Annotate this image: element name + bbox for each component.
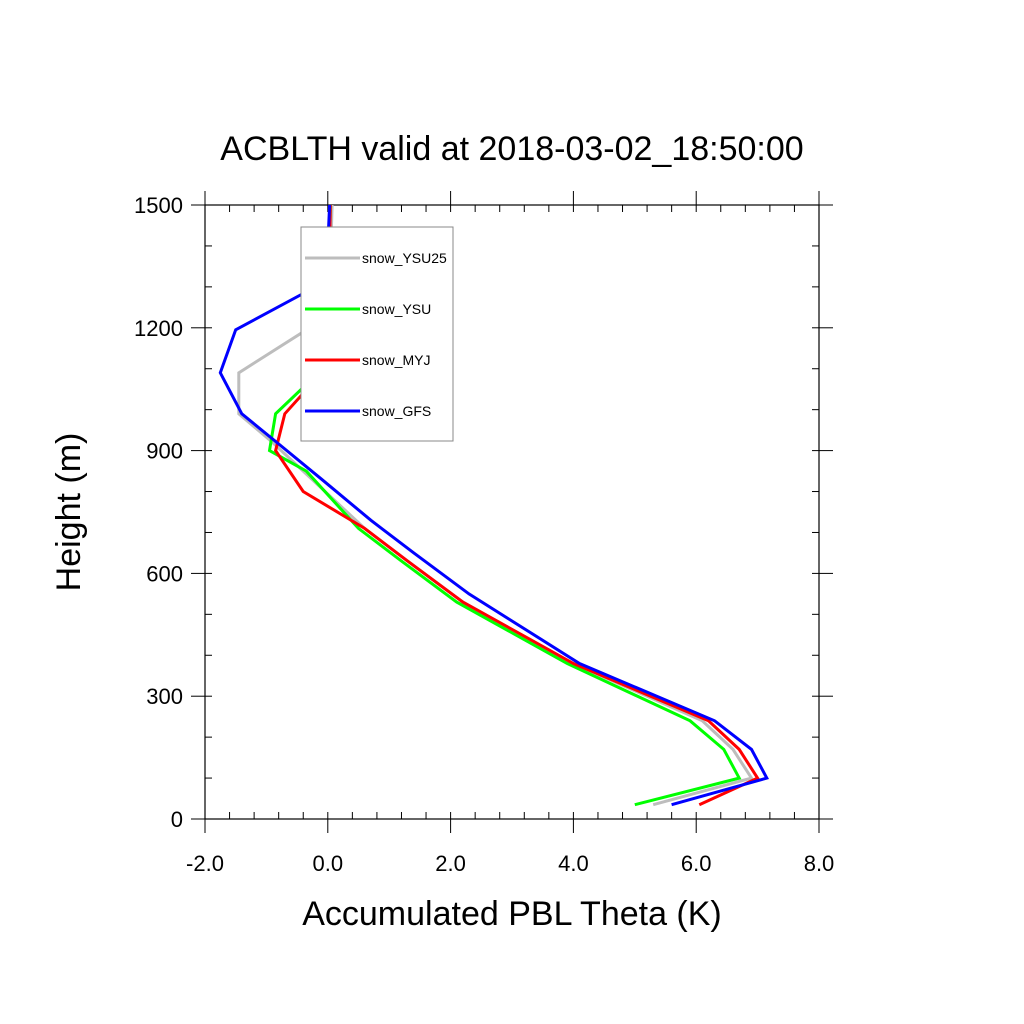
x-tick-label: 0.0 — [313, 851, 344, 876]
y-tick-label: 1200 — [134, 316, 183, 341]
series-line-snow-gfs — [218, 204, 770, 807]
x-axis-label: Accumulated PBL Theta (K) — [302, 895, 722, 933]
chart-title: ACBLTH valid at 2018-03-02_18:50:00 — [220, 130, 803, 168]
y-tick-label: 900 — [146, 439, 183, 464]
plot-frame — [204, 204, 820, 820]
x-tick-label: 6.0 — [681, 851, 712, 876]
legend-label: snow_MYJ — [362, 352, 430, 368]
y-tick-label: 600 — [146, 561, 183, 586]
legend-label: snow_YSU — [362, 301, 431, 317]
y-axis-label: Height (m) — [50, 433, 88, 592]
y-tick-label: 300 — [146, 684, 183, 709]
legend-box — [300, 226, 454, 442]
x-tick-label: 2.0 — [435, 851, 466, 876]
x-tick-label: 4.0 — [558, 851, 589, 876]
axis-ticks: -2.0 0.0 2.0 4.0 6.0 8.0 0 300 600 900 1200 1500 — [134, 191, 834, 876]
legend-label: snow_YSU25 — [362, 250, 447, 266]
y-tick-label: 0 — [171, 807, 183, 832]
legend: snow_YSU25 snow_YSU snow_MYJ snow_GFS — [300, 226, 454, 442]
x-tick-label: -2.0 — [186, 851, 224, 876]
x-tick-label: 8.0 — [804, 851, 835, 876]
y-tick-label: 1500 — [134, 193, 183, 218]
legend-label: snow_GFS — [362, 403, 431, 419]
